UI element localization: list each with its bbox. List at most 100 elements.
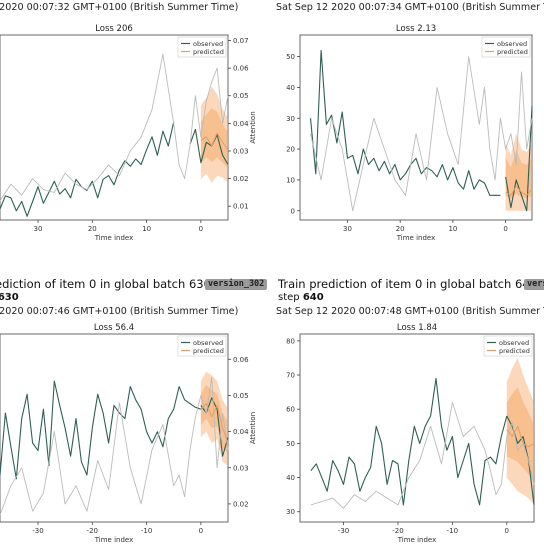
legend-label: observed — [193, 40, 223, 48]
x-tick-label: 0 — [503, 225, 507, 233]
plot-panel-1: Sat Sep 12 2020 00:07:34 GMT+0100 (Briti… — [272, 0, 544, 272]
x-tick-label: -10 — [141, 527, 152, 535]
y2-tick-label: 0.01 — [233, 203, 249, 211]
panel-date: Sat Sep 12 2020 00:07:32 GMT+0100 (Briti… — [0, 2, 239, 13]
chart-title: Loss 2.13 — [396, 24, 436, 34]
x-tick-label: 30 — [34, 225, 43, 233]
series-predicted — [506, 425, 535, 448]
x-axis-label: Time index — [396, 234, 436, 242]
y-tick-label: 80 — [286, 337, 295, 345]
x-tick-label: -20 — [87, 527, 98, 535]
chart-0: Loss 206 30 20 10 0 Time index 0.01 0.02 0.03 0.0… — [0, 24, 257, 242]
legend-label: observed — [497, 40, 527, 48]
y2-axis-label: Attention — [249, 412, 257, 444]
legend-label: predicted — [193, 48, 224, 56]
y2-tick-label: 0.07 — [233, 37, 249, 45]
series-observed — [309, 49, 501, 196]
x-tick-label: 0 — [199, 527, 203, 535]
x-tick-label: -20 — [392, 527, 403, 535]
x-tick-label: 30 — [343, 225, 352, 233]
y-tick-label: 40 — [286, 84, 295, 92]
panel-step: step 630 — [0, 292, 19, 303]
x-tick-label: -30 — [32, 527, 43, 535]
prediction-band — [505, 133, 532, 211]
series-observed — [189, 128, 229, 165]
y-tick-label: 0 — [291, 207, 295, 215]
x-tick-label: 0 — [199, 225, 203, 233]
legend-label: observed — [499, 339, 529, 347]
plot-frame — [299, 34, 533, 221]
series-attention — [310, 56, 533, 212]
panel-date: Sat Sep 12 2020 00:07:46 GMT+0100 (Briti… — [0, 306, 239, 317]
series-observed — [0, 380, 202, 480]
chart-1: Loss 2.13 30 20 10 0 Time index 0 10 20 30 40 50 obs… — [286, 24, 533, 242]
series-observed — [0, 121, 175, 217]
y-tick-label: 60 — [286, 406, 295, 414]
series-predicted — [505, 185, 533, 196]
x-axis-label: Time index — [94, 234, 134, 242]
plot-frame — [299, 333, 535, 523]
legend-label: predicted — [193, 347, 224, 355]
series-observed — [505, 105, 533, 212]
y2-tick-label: 0.06 — [233, 356, 249, 364]
y2-tick-label: 0.02 — [233, 500, 249, 508]
y-tick-label: 20 — [286, 146, 295, 154]
y-tick-label: 50 — [286, 440, 295, 448]
y-tick-label: 40 — [286, 474, 295, 482]
legend-label: predicted — [497, 48, 528, 56]
chart-3: Loss 1.84 -30 -20 -10 0 Time index 30 40 50 60 70 8… — [286, 323, 535, 544]
x-tick-label: 10 — [448, 225, 457, 233]
x-tick-label: -30 — [338, 527, 349, 535]
series-attention — [0, 376, 229, 515]
y2-tick-label: 0.05 — [233, 92, 249, 100]
series-attention — [0, 53, 229, 201]
panel-step: step 640 — [278, 292, 324, 303]
series-predicted — [200, 132, 229, 150]
chart-title: Loss 206 — [95, 24, 133, 34]
y-tick-label: 10 — [286, 176, 295, 184]
plot-frame — [0, 333, 229, 523]
version-badge: version_302 — [205, 279, 268, 290]
plot-panel-0: Sat Sep 12 2020 00:07:32 GMT+0100 (Briti… — [0, 0, 272, 272]
y2-axis-label: Attention — [249, 111, 257, 143]
chart-title: Loss 1.84 — [397, 323, 437, 333]
y2-tick-label: 0.03 — [233, 464, 249, 472]
x-axis-label: Time index — [397, 536, 437, 544]
series-attention — [310, 401, 535, 509]
series-observed — [310, 377, 508, 506]
panel-date: Sat Sep 12 2020 00:07:48 GMT+0100 (Briti… — [276, 306, 544, 317]
y-tick-label: 50 — [286, 53, 295, 61]
panel-title: Train prediction of item 0 in global bat… — [278, 277, 537, 291]
version-badge: version_302 — [524, 279, 544, 290]
y2-tick-label: 0.04 — [233, 120, 249, 128]
legend-label: predicted — [499, 347, 530, 355]
plot-panel-3: Train prediction of item 0 in global bat… — [272, 272, 544, 544]
y2-tick-label: 0.03 — [233, 147, 249, 155]
y-tick-label: 30 — [286, 115, 295, 123]
y-tick-label: 30 — [286, 508, 295, 516]
prediction-band-inner — [505, 150, 532, 199]
chart-title: Loss 56.4 — [94, 323, 134, 333]
x-tick-label: -10 — [447, 527, 458, 535]
x-axis-label: Time index — [94, 536, 134, 544]
y2-tick-label: 0.04 — [233, 428, 249, 436]
y2-tick-label: 0.02 — [233, 175, 249, 183]
x-tick-label: 20 — [88, 225, 97, 233]
series-predicted — [200, 403, 229, 444]
prediction-band — [506, 357, 534, 505]
y-tick-label: 70 — [286, 372, 295, 380]
plot-panel-2: Train prediction of item 0 in global bat… — [0, 272, 272, 544]
panel-date: Sat Sep 12 2020 00:07:34 GMT+0100 (Briti… — [276, 2, 544, 13]
y2-tick-label: 0.05 — [233, 392, 249, 400]
legend-label: observed — [193, 339, 223, 347]
plot-frame — [0, 34, 229, 221]
y2-tick-label: 0.06 — [233, 65, 249, 73]
x-tick-label: 0 — [505, 527, 509, 535]
chart-2: Loss 56.4 -30 -20 -10 0 Time index 0.02 0.03 0.0… — [0, 323, 257, 544]
x-tick-label: 10 — [142, 225, 151, 233]
panel-title: Train prediction of item 0 in global bat… — [0, 277, 211, 291]
